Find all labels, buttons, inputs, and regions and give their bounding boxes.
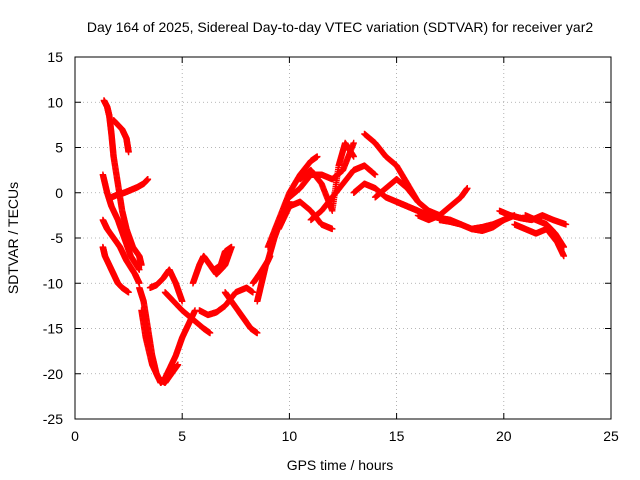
series-sat-8 (138, 307, 182, 386)
y-tick-label: -20 (43, 366, 63, 382)
y-tick-label: 15 (47, 49, 63, 65)
series-sat-2 (99, 171, 143, 273)
series-sat-5 (108, 175, 152, 201)
series-sat-21 (307, 162, 379, 224)
y-tick-label: -5 (51, 230, 64, 246)
data-point (254, 329, 261, 337)
series-sat-17 (264, 153, 321, 251)
chart-title: Day 164 of 2025, Sidereal Day-to-day VTE… (87, 19, 593, 35)
series-sat-18 (275, 198, 336, 233)
series-sat-1 (100, 97, 145, 269)
x-tick-label: 10 (282, 428, 298, 444)
data-point (174, 361, 182, 368)
y-tick-label: -15 (43, 321, 63, 337)
y-tick-label: -25 (43, 411, 63, 427)
series-sat-3 (99, 243, 132, 296)
data-point (206, 329, 214, 337)
series-sat-10 (161, 289, 214, 337)
y-tick-label: 0 (55, 185, 63, 201)
data-point (125, 289, 132, 296)
data-point (125, 148, 132, 156)
data-point (314, 153, 321, 160)
y-axis-label: SDTVAR / TECUs (5, 182, 21, 294)
data-point (228, 243, 235, 251)
y-tick-label: 5 (55, 140, 63, 156)
data-points (99, 97, 570, 386)
y-tick-label: -10 (43, 275, 63, 291)
data-point (350, 139, 357, 147)
x-tick-label: 15 (389, 428, 405, 444)
series-sat-4 (110, 117, 132, 156)
series-sat-6 (99, 216, 143, 287)
data-point (136, 266, 143, 273)
data-point (350, 153, 357, 160)
series-sat-13 (221, 289, 261, 337)
x-tick-label: 5 (178, 428, 186, 444)
series-sat-14 (211, 243, 235, 273)
x-tick-label: 20 (496, 428, 512, 444)
series-sat-9 (146, 266, 186, 305)
y-tick-label: 10 (47, 94, 63, 110)
x-axis-label: GPS time / hours (287, 457, 394, 473)
data-point (329, 225, 336, 233)
series-sat-11 (196, 284, 257, 319)
data-point (144, 175, 152, 183)
series-sat-16 (254, 252, 274, 305)
x-tick-label: 0 (71, 428, 79, 444)
x-tick-label: 25 (603, 428, 619, 444)
data-point (179, 298, 186, 305)
data-point (249, 289, 257, 296)
data-point (266, 252, 274, 260)
